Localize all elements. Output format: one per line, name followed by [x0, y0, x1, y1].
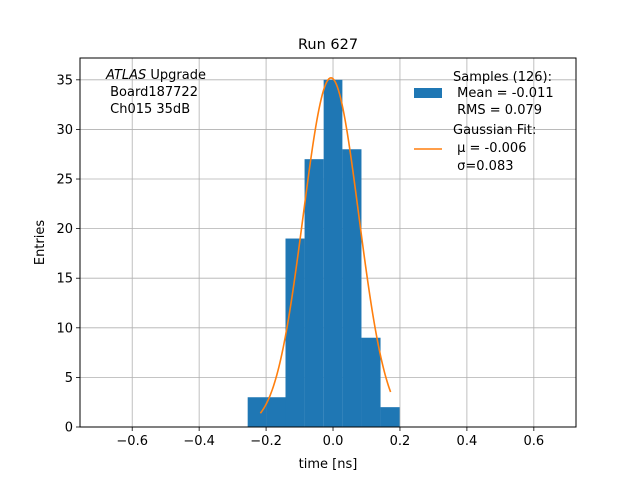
legend-samples-line-3: RMS = 0.079: [453, 103, 542, 118]
histogram-bar: [304, 159, 324, 427]
annotation-italic-word: ATLAS: [105, 68, 146, 83]
x-tick-label: 0.4: [457, 434, 478, 449]
x-tick-label: −0.4: [183, 434, 215, 449]
legend-fit-line-2: μ = -0.006: [453, 141, 526, 156]
y-tick-label: 5: [65, 371, 73, 386]
x-tick-label: 0.6: [523, 434, 544, 449]
annotation-line-1-rest: Upgrade: [146, 68, 206, 83]
chart-title: Run 627: [298, 37, 358, 53]
legend-fit-line-3: σ=0.083: [453, 159, 513, 174]
legend: Samples (126): Mean = -0.011 RMS = 0.079…: [414, 70, 554, 174]
y-tick-label: 30: [56, 123, 73, 138]
x-tick-label: 0.0: [323, 434, 344, 449]
histogram-bars: [247, 79, 400, 428]
histogram-bar: [342, 149, 362, 428]
y-tick-label: 15: [56, 272, 73, 287]
gaussian-fit-curve: [259, 77, 392, 414]
histogram-bar: [323, 79, 343, 428]
legend-samples-line-2: Mean = -0.011: [453, 86, 554, 101]
x-axis-label: time [ns]: [299, 457, 358, 472]
y-tick-label: 35: [56, 73, 73, 88]
histogram-bar: [361, 337, 381, 427]
histogram-bar: [247, 397, 267, 427]
y-tick-label: 25: [56, 173, 73, 188]
histogram-bar: [285, 238, 305, 427]
legend-samples-swatch: [414, 88, 442, 98]
y-tick-label: 10: [56, 321, 73, 336]
annotation-line-3: Ch015 35dB: [106, 102, 190, 117]
x-tick-label: −0.6: [116, 434, 148, 449]
y-axis-ticks: 0 5 10 15 20 25 30 35: [56, 73, 80, 436]
histogram-bar: [380, 407, 400, 427]
x-tick-label: −0.2: [250, 434, 282, 449]
x-tick-label: 0.2: [390, 434, 411, 449]
y-tick-label: 0: [65, 421, 73, 436]
y-tick-label: 20: [56, 222, 73, 237]
x-axis-ticks: −0.6 −0.4 −0.2 0.0 0.2 0.4 0.6: [116, 427, 544, 449]
legend-fit-line-1: Gaussian Fit:: [453, 123, 536, 138]
annotation-line-1: ATLAS Upgrade: [105, 68, 206, 83]
annotation-block: ATLAS Upgrade Board187722 Ch015 35dB: [105, 68, 206, 117]
histogram-bar: [266, 397, 286, 427]
plot-frame: [79, 57, 577, 428]
annotation-line-2: Board187722: [106, 85, 198, 100]
y-axis-label: Entries: [33, 220, 48, 266]
legend-samples-line-1: Samples (126):: [453, 70, 552, 85]
fit-curve-layer: [259, 77, 392, 414]
